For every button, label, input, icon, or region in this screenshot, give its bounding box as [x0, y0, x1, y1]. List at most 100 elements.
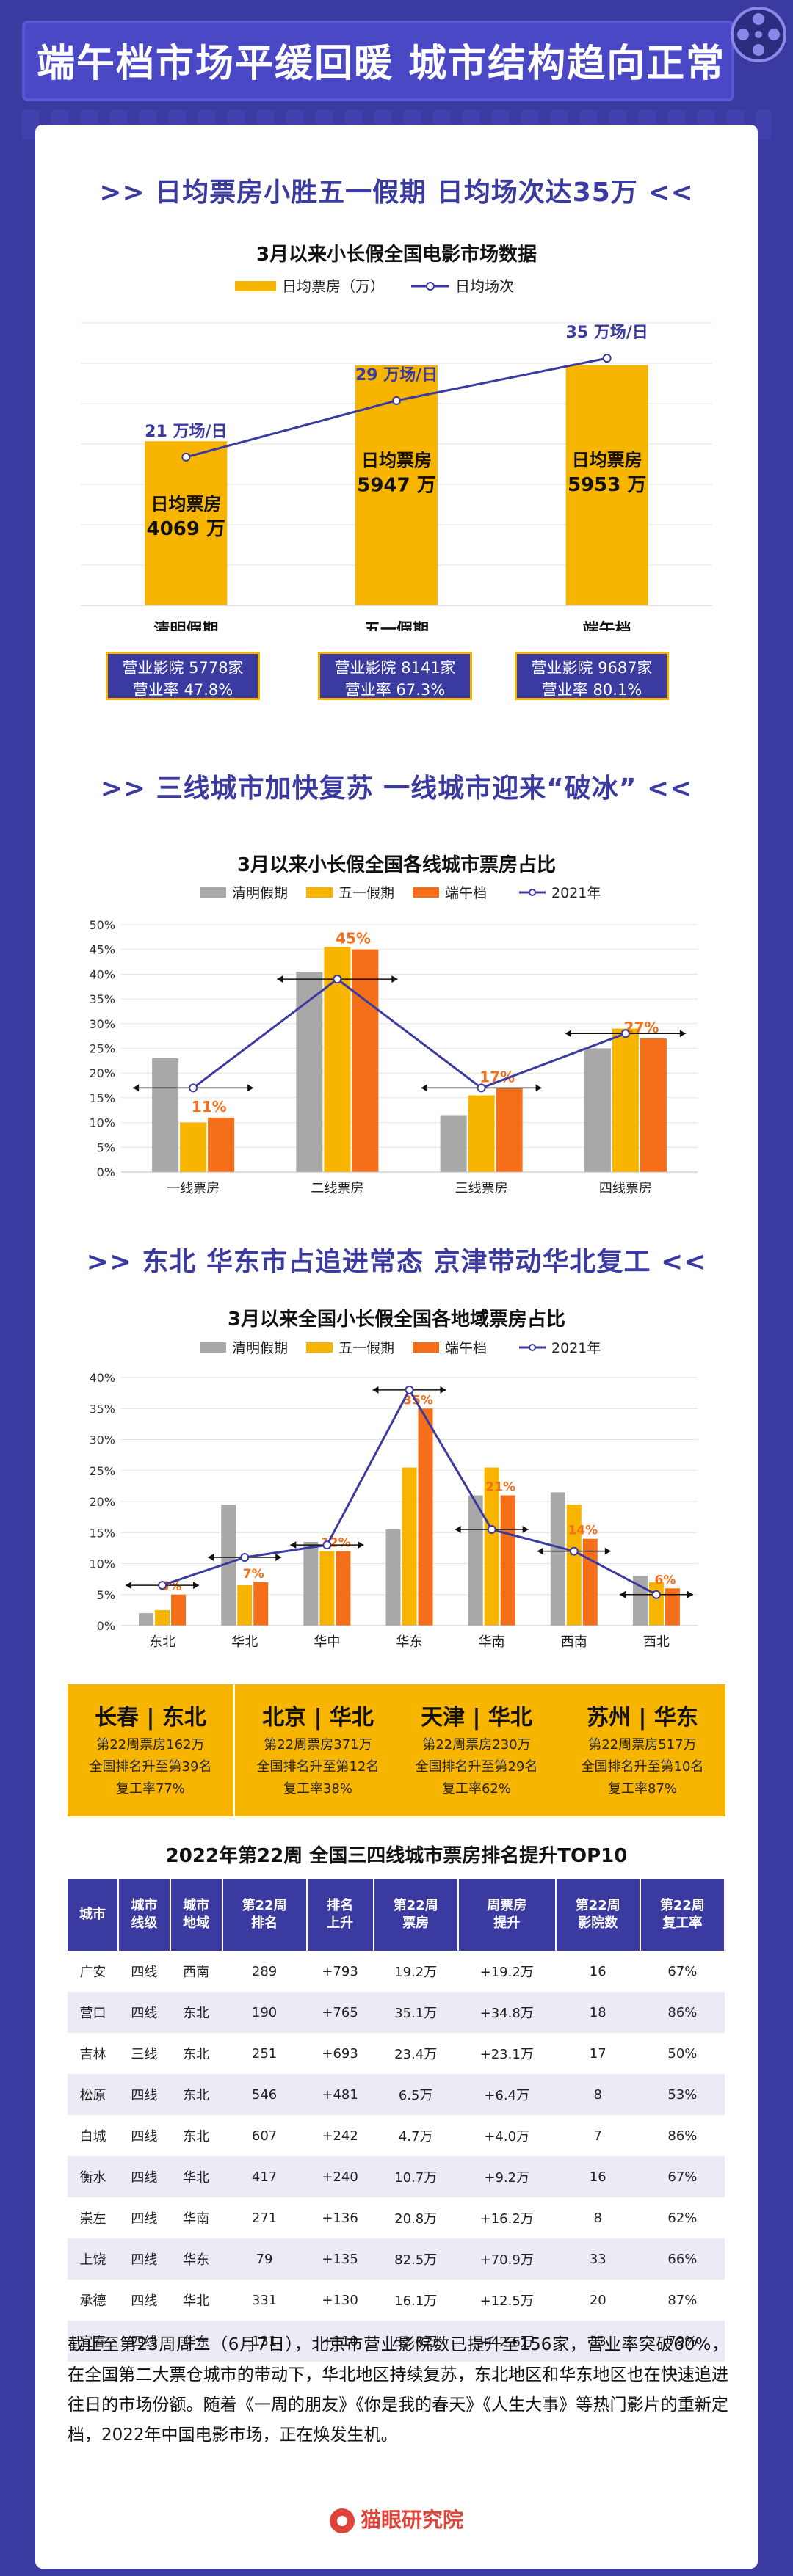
city-card-changchun: 长春 | 东北 第22周票房162万 全国排名升至第39名 复工率77% — [68, 1684, 233, 1816]
bar-清明假期 — [440, 1115, 467, 1172]
bar-五一假期 — [402, 1467, 417, 1626]
table-cell: 79 — [222, 2238, 307, 2280]
table-header-row: 城市 城市 线级 城市 地域 第22周 排名 排名 上升 第22周 票房 周票房 提升 第22周 影院数 第2… — [68, 1879, 726, 1951]
y-tick-label: 40% — [89, 1371, 115, 1385]
table-cell: 50% — [640, 2033, 725, 2074]
city-line: 复工率38% — [283, 1781, 352, 1797]
arrow-head-right — [358, 1541, 364, 1549]
city-line: 复工率77% — [115, 1781, 185, 1797]
table-title: 2022年第22周 全国三四线城市票房排名提升TOP10 — [165, 1845, 628, 1867]
table-cell: +481 — [306, 2074, 374, 2115]
info-cinemas: 营业影院 8141家 — [334, 659, 456, 677]
table-row: 营口 四线 东北 190 +765 35.1万 +34.8万 18 86% — [68, 1992, 725, 2033]
data-label: 35% — [403, 1393, 433, 1408]
ranking-table: 城市 城市 线级 城市 地域 第22周 排名 排名 上升 第22周 票房 周票房 提升 第22周 影院数 第2… — [68, 1879, 726, 2362]
bar-box-office — [145, 441, 228, 605]
bar-端午档 — [640, 1038, 667, 1172]
legend-label: 清明假期 — [232, 1340, 288, 1356]
y-tick-label: 25% — [89, 1464, 115, 1478]
bar-清明假期 — [584, 1048, 611, 1172]
x-tick-label: 华中 — [314, 1634, 340, 1650]
bar-端午档 — [336, 1551, 351, 1626]
legend-swatch — [306, 887, 333, 898]
table-header-cell: 第22周 影院数 — [555, 1879, 641, 1951]
legend-label: 端午档 — [445, 1340, 487, 1356]
table-cell: 16.1万 — [373, 2280, 458, 2321]
y-tick-label: 25% — [89, 1042, 115, 1056]
line-marker — [569, 1546, 579, 1556]
city-line: 全国排名升至第39名 — [89, 1759, 212, 1775]
table-cell: +793 — [306, 1951, 374, 1992]
table-cell: +12.5万 — [457, 2280, 556, 2321]
table-cell: +42.6万 — [457, 2321, 556, 2362]
info-box-qingming: 营业影院 5778家 营业率 47.8% — [106, 652, 260, 700]
bar-五一假期 — [319, 1551, 335, 1626]
table-cell: 607 — [222, 2115, 307, 2156]
table-cell: +136 — [306, 2197, 374, 2238]
table-cell: 东北 — [170, 1992, 222, 2033]
line-value-label: 21 万场/日 — [145, 423, 227, 441]
info-box-duanwu: 营业影院 9687家 营业率 80.1% — [515, 652, 669, 700]
table-cell: 宜春 — [68, 2321, 118, 2362]
table-cell: 23.4万 — [373, 2033, 458, 2074]
bar-value-label: 5953 万 — [568, 474, 646, 496]
table-cell: 417 — [222, 2156, 307, 2197]
y-tick-label: 45% — [89, 943, 115, 957]
y-tick-label: 40% — [89, 967, 115, 981]
legend-swatch — [306, 1342, 333, 1353]
bar-value-label: 4069 万 — [147, 518, 225, 540]
bar-清明假期 — [303, 1541, 319, 1626]
table-cell: 广安 — [68, 1951, 118, 1992]
table-body: 广安 四线 西南 289 +793 19.2万 +19.2万 16 67% 营口 四线 东北 190 +7… — [68, 1951, 725, 2362]
city-line: 全国排名升至第12名 — [256, 1759, 380, 1775]
y-tick-label: 5% — [97, 1588, 115, 1602]
x-tick-label: 华东 — [396, 1634, 423, 1650]
arrow-head-left — [126, 1582, 132, 1590]
data-label: 11% — [192, 1098, 227, 1116]
table-cell: 崇左 — [68, 2197, 118, 2238]
table-cell: 7 — [555, 2115, 640, 2156]
y-tick-label: 0% — [97, 1619, 115, 1633]
y-tick-label: 15% — [89, 1526, 115, 1540]
line-marker — [333, 975, 342, 984]
y-tick-label: 0% — [97, 1165, 115, 1179]
table-cell: 东北 — [170, 2115, 222, 2156]
arrow-head-left — [565, 1030, 571, 1038]
table-cell: 8 — [555, 2074, 640, 2115]
film-reel-icon — [731, 7, 786, 62]
cat-paw-icon — [329, 2508, 355, 2533]
bar-端午档 — [352, 949, 379, 1172]
table-row: 宜春 四线 华东 131 +110 52.6万 +42.6万 33 79% — [68, 2321, 725, 2362]
city-card-tianjin: 天津 | 华北 第22周票房230万 全国排名升至第29名 复工率62% — [394, 1684, 560, 1816]
summary-paragraph: 截止至第23周周二（6月7日），北京市营业影院数已提升至156家，营业率突破60… — [68, 2335, 728, 2445]
arrow-head-right — [687, 1590, 693, 1598]
info-rate: 营业率 47.8% — [132, 681, 233, 699]
city-name: 长春 | 东北 — [95, 1705, 206, 1731]
bar-五一假期 — [484, 1467, 499, 1626]
bar-端午档 — [496, 1088, 523, 1172]
legend-label: 日均场次 — [455, 277, 514, 295]
table-header-cell: 城市 线级 — [117, 1879, 171, 1951]
legend-marker — [529, 1344, 536, 1351]
table-cell: +4.0万 — [457, 2115, 556, 2156]
arrow-head-left — [290, 1541, 297, 1549]
bar-端午档 — [582, 1538, 598, 1626]
bar-端午档 — [418, 1408, 433, 1626]
bar-五一假期 — [155, 1609, 170, 1626]
section2-heading: >> 三线城市加快复苏 一线城市迎来“破冰” << — [100, 774, 693, 804]
y-tick-label: 30% — [89, 1433, 115, 1447]
table-row: 吉林 三线 东北 251 +693 23.4万 +23.1万 17 50% — [68, 2033, 725, 2074]
arrow-head-right — [275, 1554, 282, 1562]
bar-清明假期 — [221, 1505, 236, 1626]
city-line: 复工率62% — [441, 1781, 511, 1797]
table-cell: 66% — [640, 2238, 725, 2280]
city-line: 第22周票房230万 — [422, 1737, 531, 1753]
table-cell: 289 — [222, 1951, 307, 1992]
bar-清明假期 — [139, 1613, 154, 1626]
table-cell: 四线 — [117, 2238, 170, 2280]
info-box-wuyi: 营业影院 8141家 营业率 67.3% — [318, 652, 472, 700]
line-marker — [240, 1553, 250, 1562]
table-header-cell: 排名 上升 — [306, 1879, 374, 1951]
city-line: 第22周票房371万 — [264, 1737, 372, 1753]
